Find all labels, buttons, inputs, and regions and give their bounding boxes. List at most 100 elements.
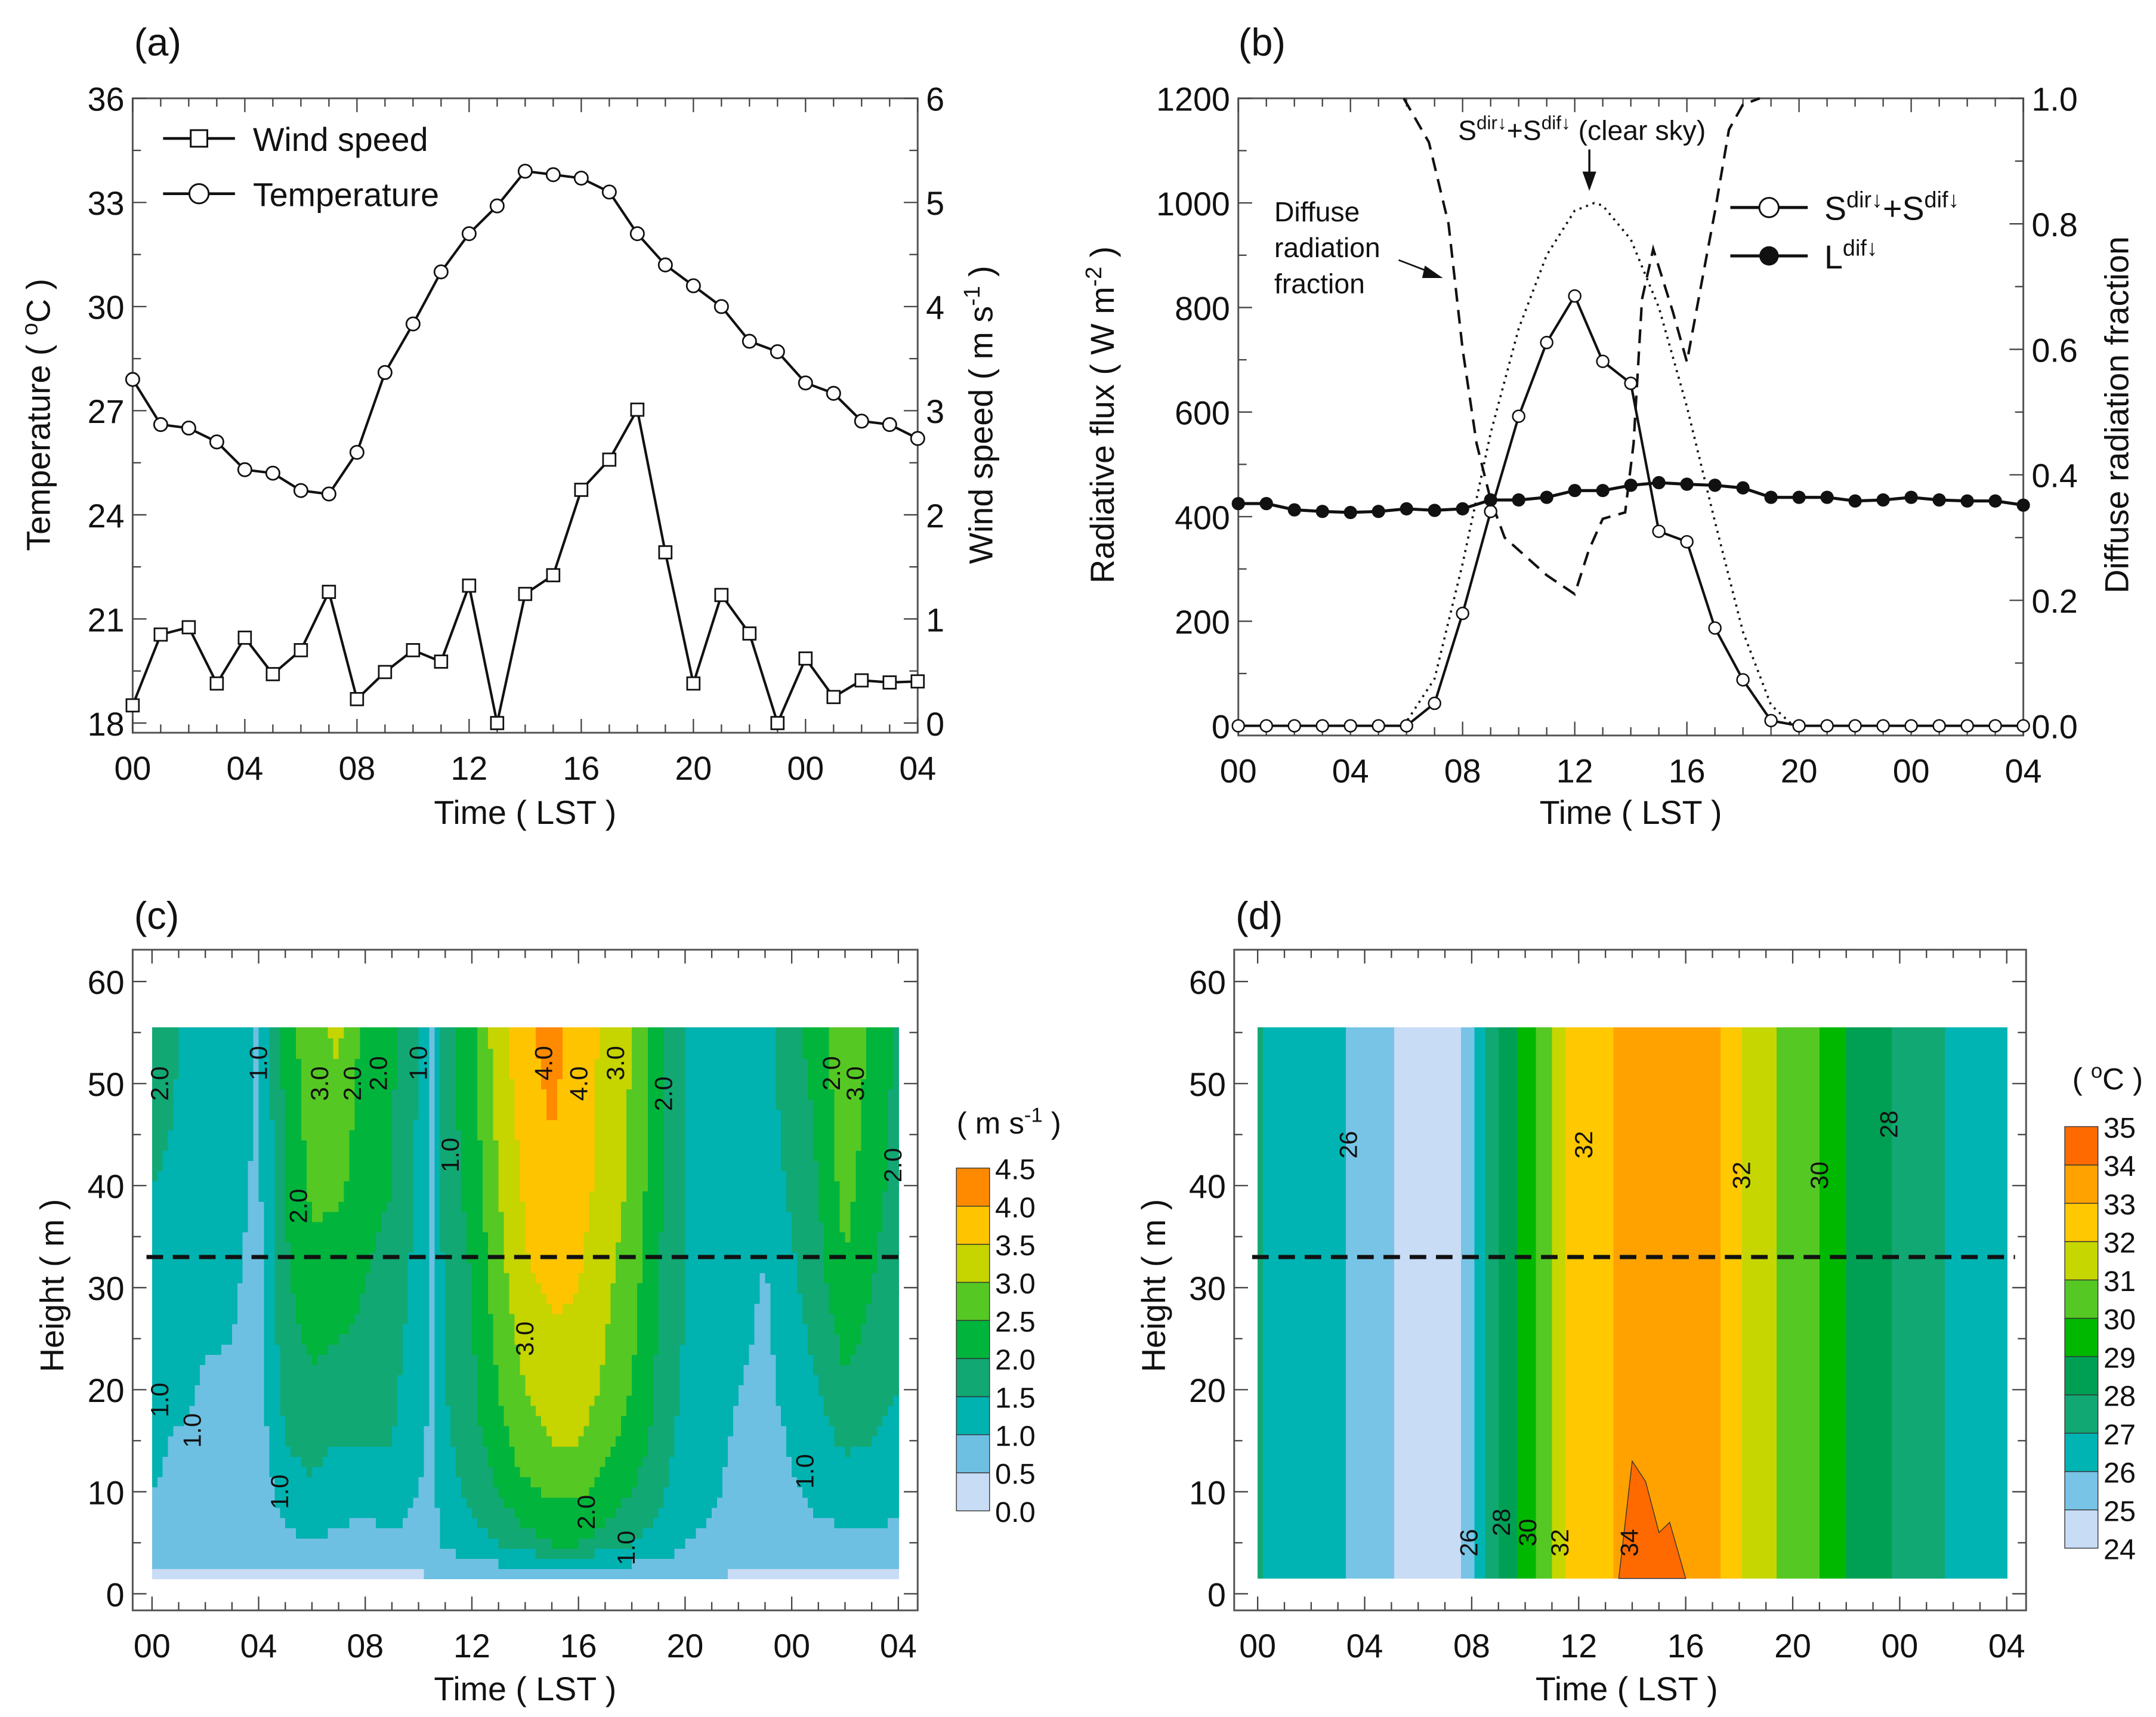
contour-cell: [211, 1476, 217, 1488]
contour-cell: [424, 1486, 430, 1498]
contour-cell: [605, 1548, 611, 1559]
contour-cell: [536, 1027, 542, 1039]
contour-cell: [285, 1507, 292, 1518]
contour-cell: [306, 1272, 313, 1284]
contour-cell: [291, 1242, 297, 1253]
contour-cell: [162, 1486, 169, 1498]
contour-cell: [200, 1354, 206, 1365]
contour-cell: [269, 1415, 276, 1426]
contour-cell: [440, 1272, 446, 1284]
contour-cell: [338, 1098, 345, 1110]
contour-cell: [482, 1527, 489, 1539]
contour-cell: [434, 1262, 441, 1274]
contour-cell: [200, 1078, 206, 1090]
contour-cell: [306, 1415, 313, 1426]
contour-cell: [157, 1476, 164, 1488]
contour-cell: [397, 1517, 404, 1528]
contour-cell: [301, 1302, 308, 1314]
contour-cell: [360, 1170, 366, 1182]
contour-cell: [242, 1568, 249, 1580]
contour-cell: [370, 1282, 377, 1294]
contour-cell: [200, 1048, 206, 1059]
contour-cell: [450, 1507, 457, 1518]
contour-cell: [541, 1527, 548, 1539]
contour-cell: [594, 1405, 601, 1416]
contour-cell: [504, 1568, 510, 1580]
contour-cell: [434, 1037, 441, 1049]
contour-cell: [242, 1558, 249, 1570]
contour-cell: [333, 1211, 339, 1222]
contour-cell: [285, 1425, 292, 1437]
contour-cell: [605, 1496, 611, 1508]
contour-cell: [402, 1486, 409, 1498]
contour-cell: [578, 1456, 585, 1468]
contour-cell: [226, 1211, 233, 1222]
contour-cell: [482, 1374, 489, 1386]
temperature-marker: [573, 171, 589, 186]
contour-cell: [253, 1078, 260, 1090]
contour-cell: [200, 1190, 206, 1202]
contour-cell: [509, 1435, 515, 1447]
contour-cell: [594, 1221, 601, 1233]
contour-cell: [189, 1384, 196, 1396]
contour-cell: [418, 1548, 425, 1559]
panel-a-x-tick-label: 00: [787, 750, 824, 787]
contour-cell: [253, 1456, 260, 1468]
contour-cell: [376, 1048, 382, 1059]
contour-cell: [381, 1139, 388, 1151]
contour-cell: [583, 1231, 590, 1243]
contour-cell: [194, 1231, 201, 1243]
contour-cell: [248, 1037, 255, 1049]
contour-cell: [418, 1415, 425, 1426]
contour-cell: [211, 1507, 217, 1518]
contour-cell: [514, 1027, 521, 1039]
contour-cell: [418, 1129, 425, 1141]
contour-cell: [456, 1394, 462, 1406]
contour-cell: [578, 1364, 585, 1376]
contour-cell: [205, 1088, 212, 1100]
contour-cell: [301, 1558, 308, 1570]
contour-cell: [509, 1272, 515, 1284]
contour-cell: [317, 1527, 324, 1539]
contour-cell: [498, 1486, 505, 1498]
contour-cell: [552, 1200, 558, 1212]
contour-cell: [386, 1211, 393, 1222]
contour-cell: [311, 1425, 319, 1437]
contour-cell: [274, 1313, 281, 1324]
contour-cell: [216, 1456, 223, 1468]
contour-cell: [200, 1139, 206, 1151]
contour-cell: [306, 1211, 313, 1222]
contour-cell: [248, 1262, 255, 1274]
contour-cell: [242, 1200, 249, 1212]
contour-cell: [573, 1088, 580, 1100]
contour-cell: [178, 1496, 185, 1508]
contour-cell: [397, 1415, 404, 1426]
contour-cell: [344, 1048, 350, 1059]
contour-cell: [189, 1048, 196, 1059]
contour-cell: [152, 1374, 159, 1386]
contour-cell: [583, 1476, 590, 1488]
contour-cell: [567, 1568, 574, 1580]
contour-cell: [498, 1344, 505, 1355]
contour-cell: [184, 1364, 190, 1376]
contour-cell: [211, 1108, 217, 1120]
contour-cell: [349, 1048, 356, 1059]
contour-cell: [226, 1262, 233, 1274]
contour-cell: [509, 1313, 515, 1324]
contour-cell: [424, 1313, 430, 1324]
contour-cell: [194, 1486, 201, 1498]
contour-cell: [445, 1354, 452, 1365]
contour-cell: [456, 1313, 462, 1324]
contour-cell: [504, 1058, 510, 1069]
contour-cell: [583, 1170, 590, 1182]
contour-cell: [487, 1313, 495, 1324]
text-segment: Diffuse radiation fraction: [2099, 236, 2136, 593]
contour-cell: [338, 1537, 345, 1549]
contour-cell: [552, 1170, 558, 1182]
contour-cell: [471, 1558, 478, 1570]
contour-cell: [311, 1333, 319, 1345]
contour-cell: [296, 1558, 302, 1570]
contour-cell: [328, 1558, 335, 1570]
contour-cell: [184, 1088, 190, 1100]
contour-cell: [370, 1466, 377, 1478]
